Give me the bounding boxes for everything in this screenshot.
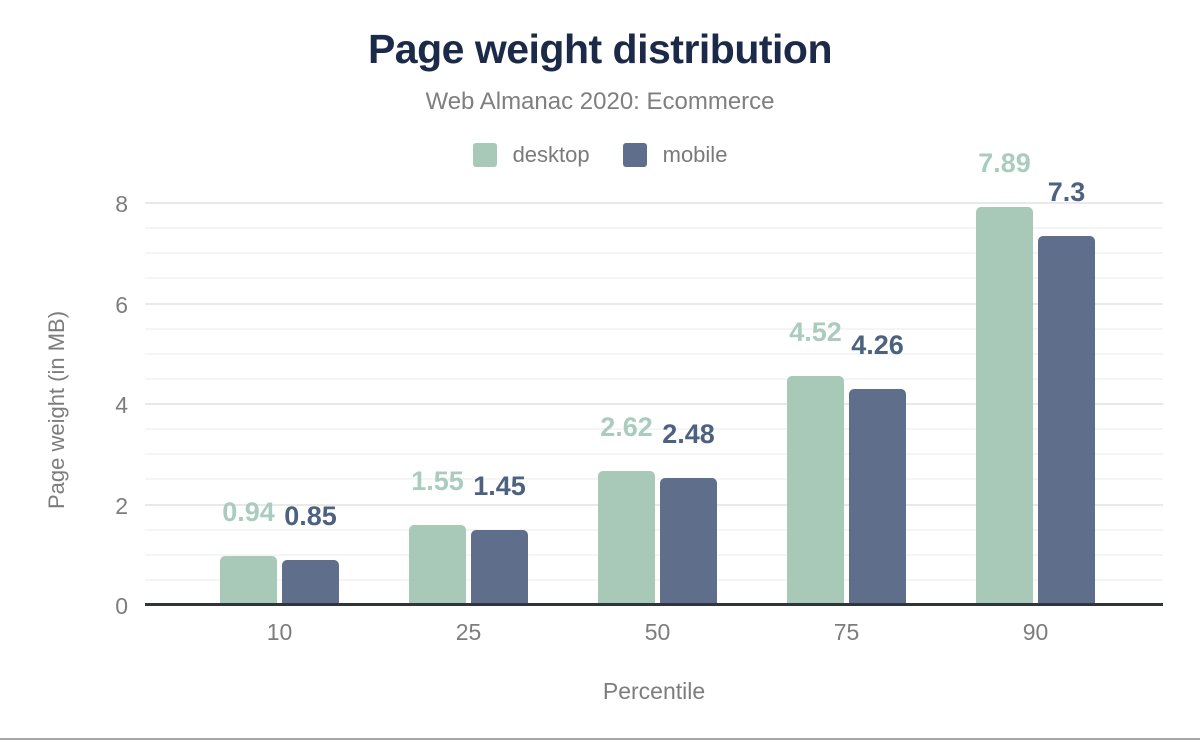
mobile-data-label: 2.48 (662, 419, 715, 450)
minor-gridline (145, 327, 1163, 330)
y-axis-title: Page weight (in MB) (44, 310, 69, 510)
major-gridline (145, 302, 1163, 305)
desktop-bar[interactable]: 4.52 (787, 318, 844, 603)
y-tick-label: 0 (115, 593, 128, 619)
minor-gridline (145, 227, 1163, 230)
mobile-data-label: 1.45 (473, 471, 526, 502)
x-axis-title: Percentile (602, 678, 706, 704)
y-tick-label: 2 (115, 492, 128, 519)
legend: desktop mobile (0, 142, 1200, 168)
mobile-bar-fill (849, 388, 906, 603)
chart-title: Page weight distribution (367, 26, 833, 72)
desktop-bar-fill (787, 375, 844, 603)
y-tick-label: 6 (115, 291, 128, 318)
desktop-bar-fill (976, 206, 1033, 603)
mobile-bar[interactable]: 0.85 (282, 503, 339, 603)
bar-group-50: 2.62 2.48 50 (563, 203, 752, 645)
minor-gridline (145, 377, 1163, 380)
minor-gridline (145, 252, 1163, 255)
bar-group-10: 0.94 0.85 10 (185, 203, 374, 645)
y-tick-label: 4 (115, 392, 128, 418)
x-tick-label: 25 (455, 619, 482, 645)
mobile-data-label: 7.3 (1047, 177, 1086, 208)
bars-layer: 0.94 0.85 10 1.55 1.45 25 2.62 2.48 50 4.52 4.26 75… (185, 149, 1130, 645)
major-gridline (145, 403, 1163, 405)
mobile-bar[interactable]: 1.45 (471, 473, 528, 603)
y-tick-label: 8 (115, 191, 128, 217)
minor-gridline (145, 352, 1163, 355)
legend-item-mobile[interactable]: mobile (622, 142, 728, 168)
desktop-bar[interactable]: 7.89 (976, 149, 1033, 603)
desktop-data-label: 0.94 (222, 496, 275, 527)
mobile-data-label: 4.26 (851, 329, 904, 360)
mobile-bar-fill (1038, 236, 1095, 603)
mobile-bar-fill (660, 478, 717, 603)
mobile-bar-fill (471, 530, 528, 603)
desktop-bar[interactable]: 0.94 (220, 498, 277, 603)
desktop-data-label: 4.52 (789, 316, 842, 347)
x-tick-label: 75 (833, 619, 860, 645)
bar-group-25: 1.55 1.45 25 (374, 203, 563, 645)
desktop-swatch-icon (472, 143, 497, 167)
major-gridline (145, 202, 1163, 204)
plot-area: 0.94 0.85 10 1.55 1.45 25 2.62 2.48 50 4.52 4.26 75… (115, 149, 1163, 645)
mobile-bar-fill (282, 560, 339, 603)
mobile-bar[interactable]: 4.26 (849, 331, 906, 603)
footer-divider (0, 738, 1200, 740)
chart-subtitle: Web Almanac 2020: Ecommerce (425, 88, 775, 115)
bar-group-75: 4.52 4.26 75 (752, 203, 941, 645)
desktop-bar-fill (598, 471, 655, 603)
bar-group-90: 7.89 7.3 90 (941, 149, 1130, 645)
legend-label-mobile: mobile (662, 142, 728, 167)
minor-gridline (145, 277, 1163, 280)
desktop-data-label: 7.89 (978, 147, 1031, 178)
minor-gridline (145, 453, 1163, 456)
mobile-data-label: 0.85 (284, 501, 337, 532)
desktop-bar[interactable]: 2.62 (598, 414, 655, 603)
desktop-data-label: 1.55 (411, 466, 464, 497)
mobile-swatch-icon (622, 143, 647, 167)
x-tick-label: 10 (266, 619, 293, 645)
x-axis-baseline (145, 603, 1163, 606)
mobile-bar[interactable]: 7.3 (1038, 179, 1095, 603)
legend-item-desktop[interactable]: desktop (472, 142, 590, 168)
desktop-bar[interactable]: 1.55 (409, 468, 466, 603)
legend-label-desktop: desktop (512, 142, 590, 167)
minor-gridline (145, 428, 1163, 431)
x-tick-label: 50 (644, 619, 671, 645)
desktop-bar-fill (220, 555, 277, 603)
x-tick-label: 90 (1022, 619, 1049, 645)
desktop-bar-fill (409, 525, 466, 603)
mobile-bar[interactable]: 2.48 (660, 421, 717, 603)
desktop-data-label: 2.62 (600, 412, 653, 443)
